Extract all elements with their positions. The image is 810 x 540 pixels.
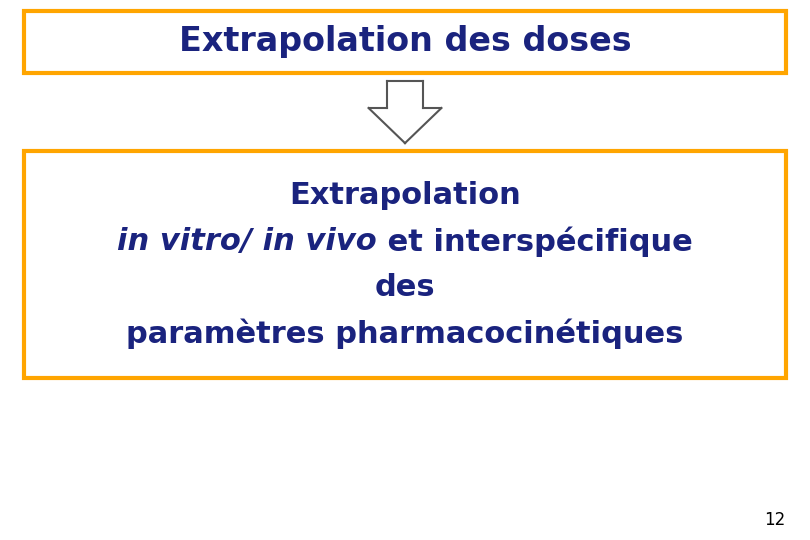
Text: paramètres pharmacocinétiques: paramètres pharmacocinétiques bbox=[126, 318, 684, 349]
Text: et interspécifique: et interspécifique bbox=[377, 226, 693, 257]
Text: Extrapolation des doses: Extrapolation des doses bbox=[179, 25, 631, 58]
Polygon shape bbox=[369, 108, 441, 143]
Bar bbox=[24, 151, 786, 378]
Bar bbox=[387, 81, 423, 108]
Text: Extrapolation: Extrapolation bbox=[289, 181, 521, 210]
Bar bbox=[24, 11, 786, 73]
Text: 12: 12 bbox=[765, 511, 786, 529]
Text: in vitro/ in vivo: in vitro/ in vivo bbox=[117, 227, 377, 256]
Text: des: des bbox=[375, 273, 435, 302]
